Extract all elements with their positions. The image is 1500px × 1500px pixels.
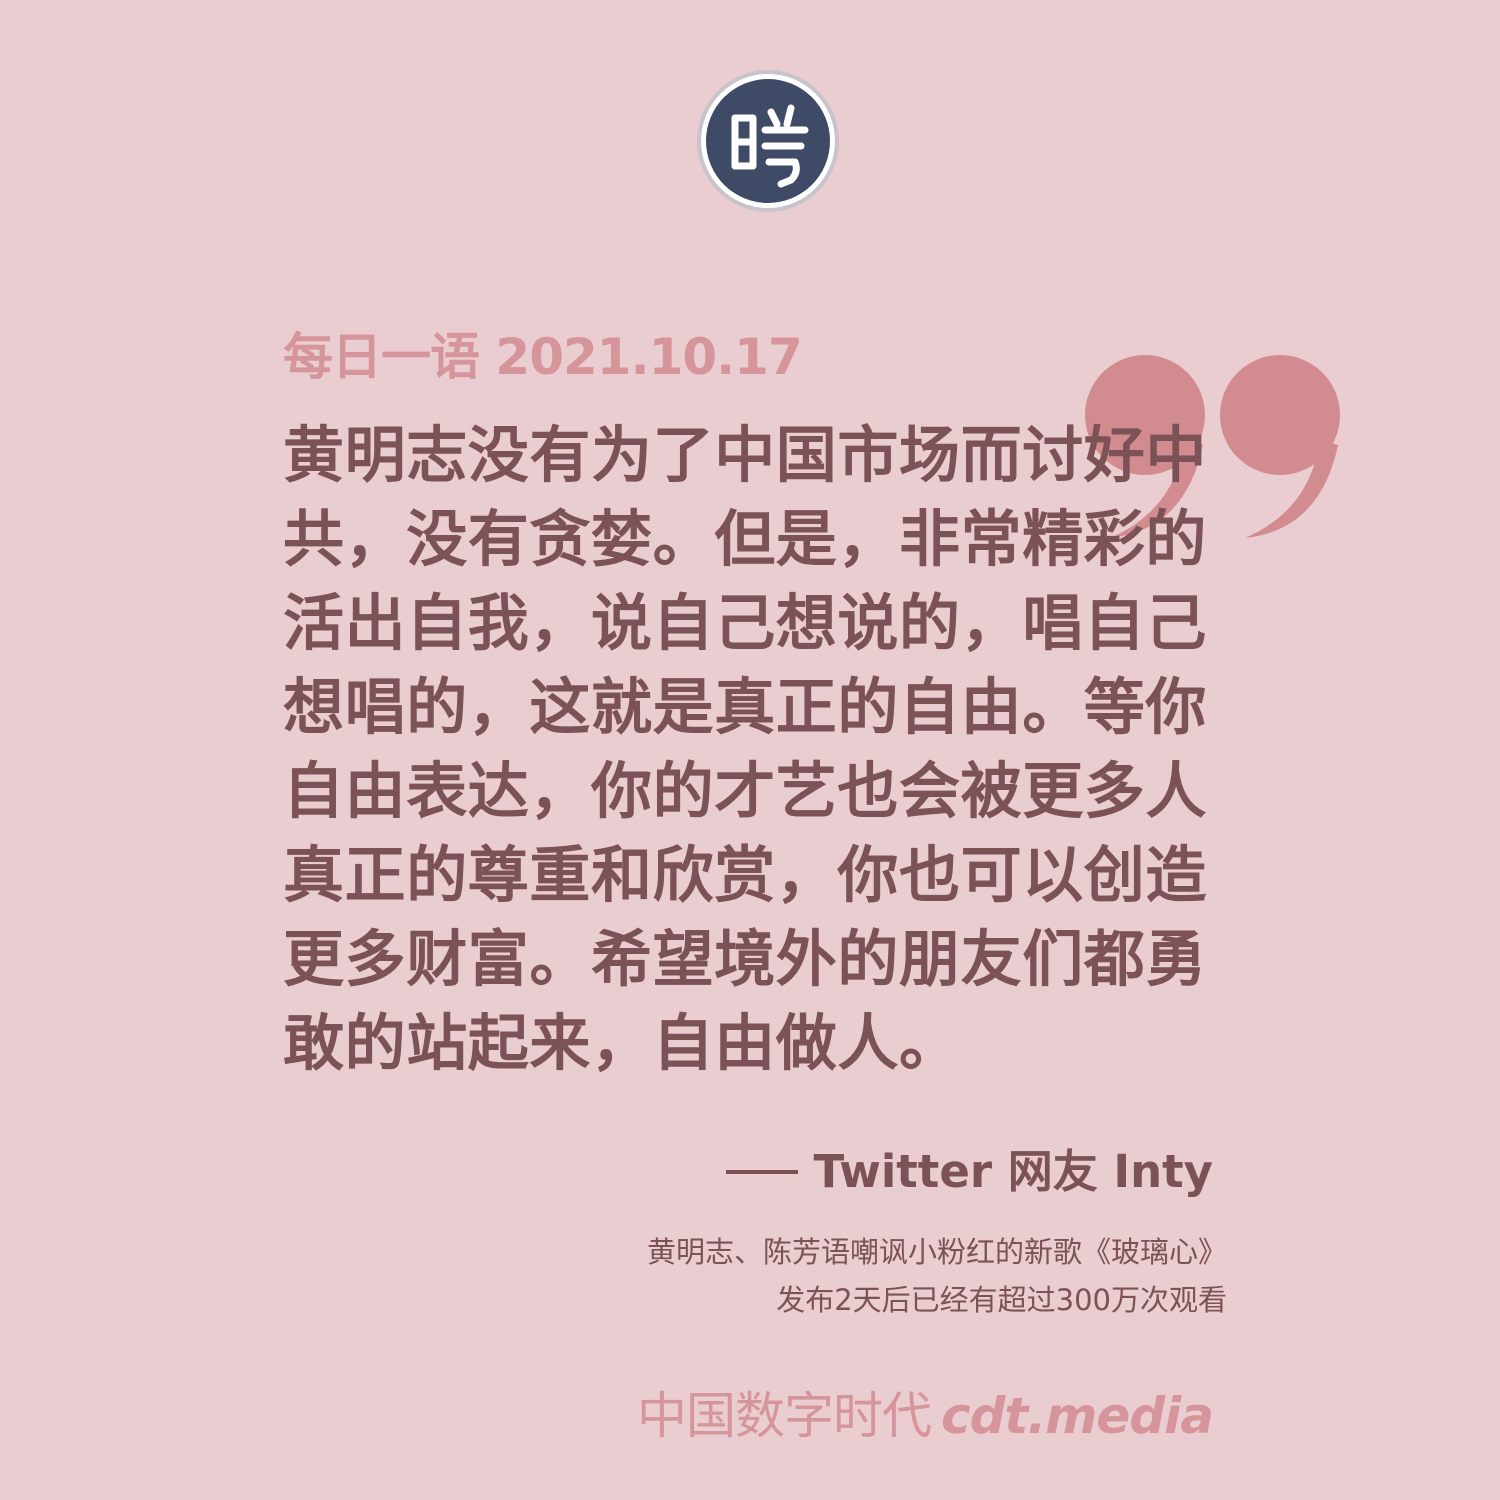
daily-quote-date: 2021.10.17 (495, 328, 802, 386)
attribution-text: Twitter 网友 Inty (813, 1145, 1213, 1198)
closing-quotation-mark-icon (1075, 350, 1350, 550)
quote-attribution: Twitter 网友 Inty (725, 1140, 1213, 1204)
logo-fill (706, 79, 830, 203)
logo-glyph (731, 104, 809, 188)
daily-quote-label: 每日一语 (283, 328, 480, 386)
footer-brand-name: 中国数字时代 (636, 1387, 932, 1445)
footer-brand: 中国数字时代 cdt.media (636, 1383, 1214, 1449)
cdt-seal-logo-icon (695, 68, 841, 214)
daily-quote-header: 每日一语 2021.10.17 (283, 322, 803, 392)
quote-text: 黄明志没有为了中国市场而讨好中共，没有贪婪。但是，非常精彩的活出自我，说自己想说… (283, 420, 1208, 1079)
quotation-mark-svg (1085, 355, 1340, 538)
attribution-dash (725, 1170, 798, 1174)
context-line-2: 发布2天后已经有超过300万次观看 (776, 1283, 1227, 1317)
context-line-1: 黄明志、陈芳语嘲讽小粉红的新歌《玻璃心》 (646, 1235, 1227, 1269)
quotation-mark-shapes (1085, 355, 1340, 538)
footer-site-link[interactable]: cdt.media (940, 1387, 1214, 1445)
cdt-seal-logo-svg (697, 70, 839, 212)
quote-context: 黄明志、陈芳语嘲讽小粉红的新歌《玻璃心》 发布2天后已经有超过300万次观看 (647, 1228, 1227, 1324)
